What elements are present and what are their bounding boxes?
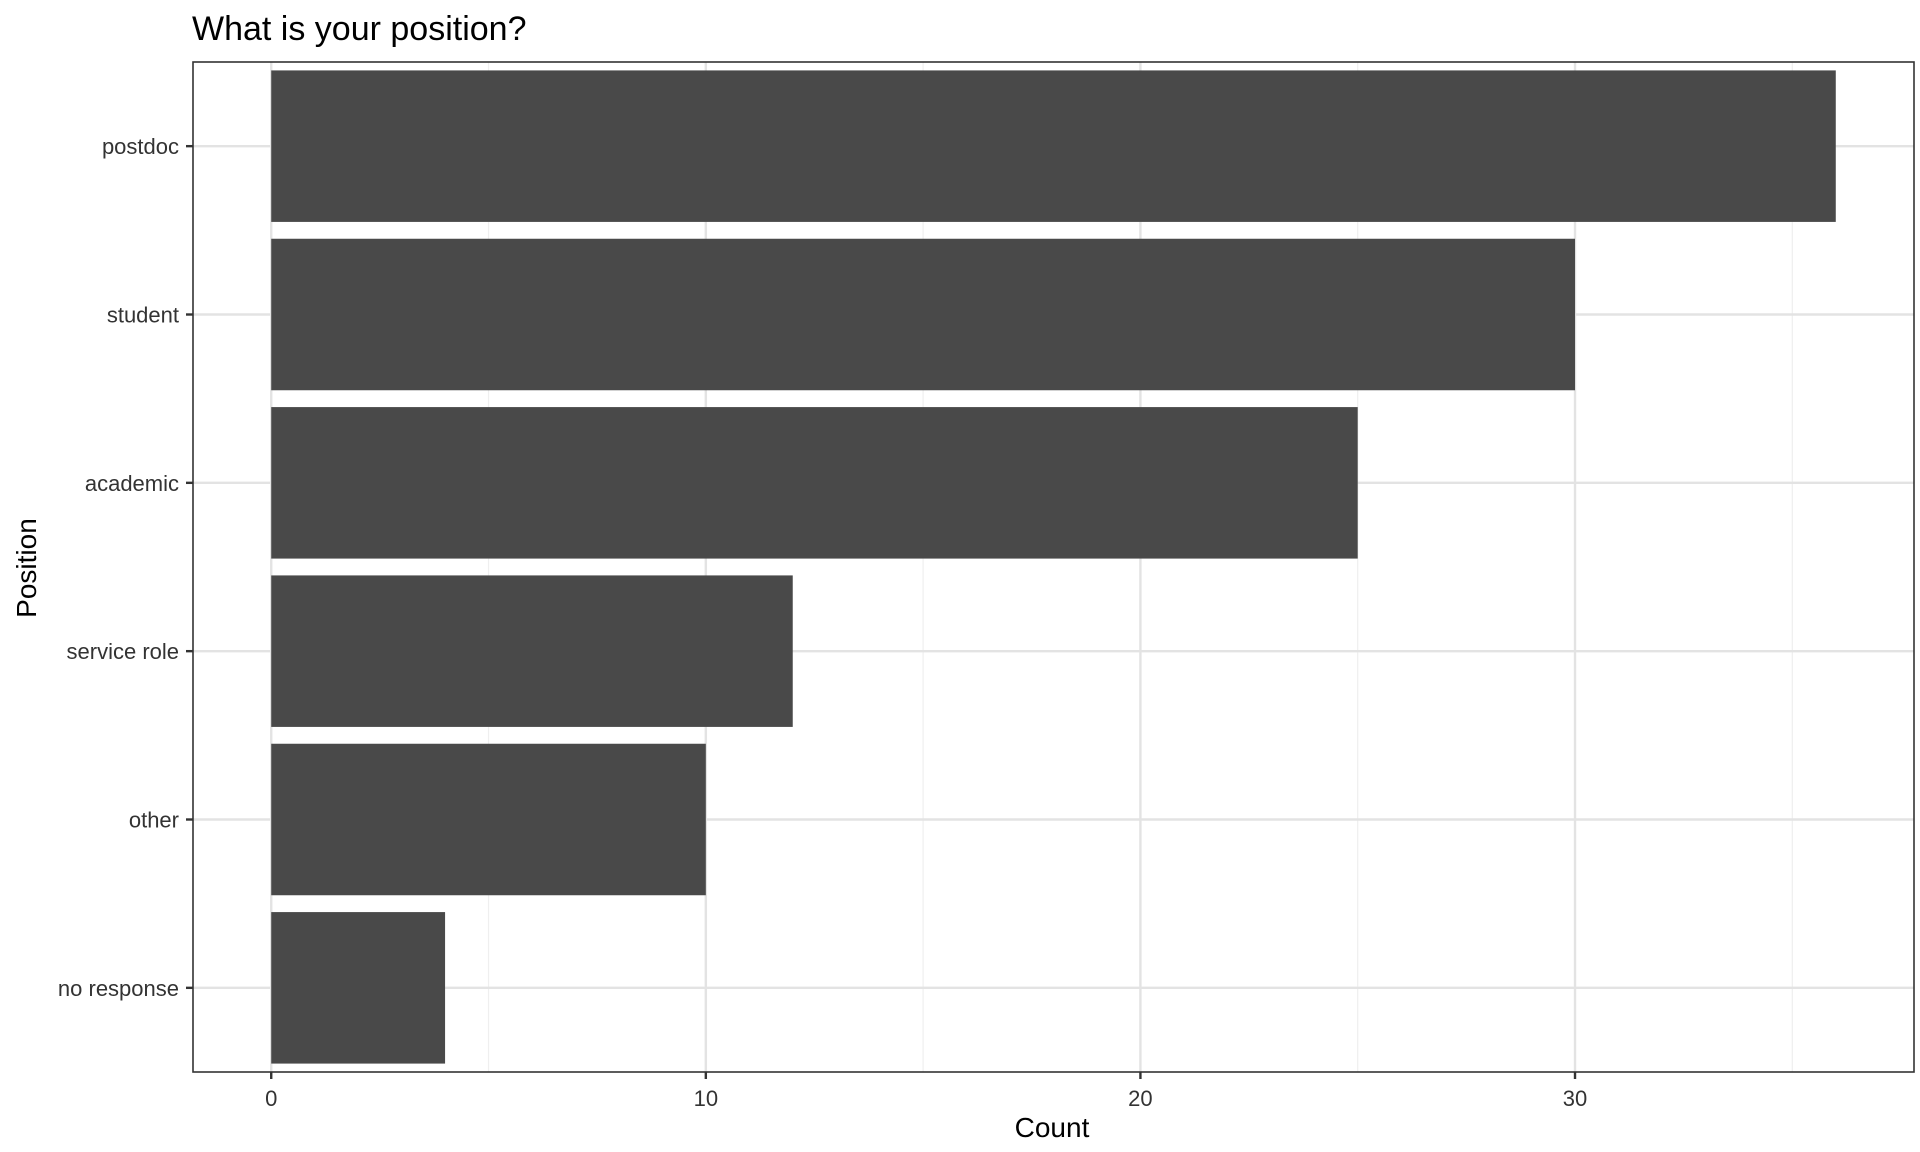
y-tick-label: service role [67,639,179,664]
plot-panel-border [192,61,1915,1073]
y-tick-label: other [129,808,179,833]
x-axis-ticks: 0 10 20 30 [265,1072,1587,1111]
bars [271,70,1836,1064]
bar-no-response [271,912,446,1064]
chart-title: What is your position? [192,10,527,48]
y-tick-label: no response [58,976,179,1001]
y-axis-ticks: postdoc student academic service role other n… [58,134,193,1001]
x-tick-label: 10 [694,1086,718,1111]
bar-other [271,743,706,896]
y-axis-title: Position [11,518,42,618]
y-tick-label: student [107,303,179,328]
x-tick-label: 30 [1563,1086,1587,1111]
x-axis-title: Count [1015,1112,1090,1143]
bar-student [271,238,1576,391]
bar-academic [271,407,1358,559]
x-tick-label: 20 [1128,1086,1152,1111]
bar-postdoc [271,70,1836,222]
x-tick-label: 0 [265,1086,277,1111]
y-tick-label: postdoc [102,134,179,159]
y-tick-label: academic [85,471,179,496]
bar-service-role [271,575,793,727]
